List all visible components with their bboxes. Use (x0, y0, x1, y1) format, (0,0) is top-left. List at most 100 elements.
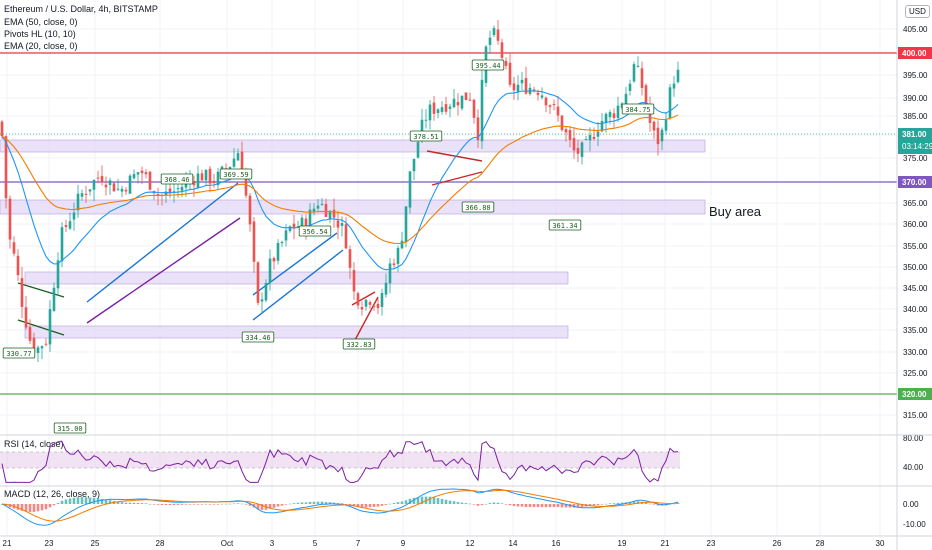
macd-histogram-bar (416, 497, 420, 504)
indicator-ema20[interactable]: EMA (20, close, 0) (4, 41, 78, 51)
macd-histogram-bar (620, 502, 624, 504)
macd-histogram-bar (228, 503, 232, 505)
macd-histogram-bar (476, 504, 480, 506)
macd-histogram-bar (388, 503, 392, 505)
candle-body (44, 343, 48, 345)
macd-histogram-bar (648, 503, 652, 505)
macd-histogram-bar (52, 504, 56, 506)
candle-body (112, 183, 116, 192)
candle-body (236, 153, 240, 161)
macd-histogram-bar (352, 504, 356, 507)
macd-histogram-bar (180, 504, 184, 505)
pivot-label: 378.51 (413, 133, 438, 141)
macd-histogram-bar (404, 500, 408, 504)
badge-400: 400.00 (902, 49, 927, 58)
macd-histogram-bar (196, 504, 200, 505)
macd-histogram-bar (432, 497, 436, 504)
candle-body (564, 129, 568, 133)
macd-histogram-bar (48, 504, 52, 508)
macd-histogram-bar (600, 504, 604, 505)
indicator-ema50[interactable]: EMA (50, close, 0) (4, 17, 78, 27)
macd-histogram-bar (348, 504, 352, 506)
macd-histogram-bar (480, 504, 484, 506)
candle-body (272, 258, 276, 262)
candle-body (208, 168, 212, 184)
macd-histogram-bar (216, 504, 220, 505)
candle-body (584, 139, 588, 141)
macd-histogram-bar (396, 502, 400, 504)
price-badges: 400.00 370.00 320.00 381.00 03:14:29 (898, 47, 932, 400)
chart-title: Ethereum / U.S. Dollar, 4h, BITSTAMP (4, 4, 158, 14)
macd-histogram-bar (528, 504, 532, 508)
candle-body (540, 95, 544, 98)
macd-histogram-bar (596, 504, 600, 506)
macd-histogram-bar (516, 504, 520, 507)
candle-body (200, 173, 204, 181)
macd-histogram-bar (400, 501, 404, 504)
macd-histogram-bar (284, 504, 288, 505)
macd-pane: MACD (12, 26, close, 9) 0.00 -10.00 (0, 488, 926, 529)
macd-histogram-bar (168, 504, 172, 506)
candle-body (376, 303, 380, 309)
price-tick-label: 395.00 (903, 71, 928, 80)
time-tick-label: 23 (707, 539, 716, 548)
macd-histogram-bar (268, 504, 272, 509)
macd-histogram-bar (328, 502, 332, 504)
macd-histogram-bar (504, 504, 508, 505)
candle-body (580, 142, 584, 157)
candle-body (416, 142, 420, 158)
pivot-label: 384.75 (625, 106, 650, 114)
macd-histogram-bar (128, 502, 132, 504)
macd-histogram-bar (508, 504, 512, 506)
macd-histogram-bar (184, 504, 188, 505)
candle-body (192, 181, 196, 186)
zone-layer: Buy area (0, 139, 762, 339)
macd-histogram-bar (496, 502, 500, 504)
macd-histogram-bar (412, 497, 416, 504)
macd-histogram-bar (460, 502, 464, 504)
macd-histogram-bar (40, 504, 44, 511)
macd-histogram-bar (552, 504, 556, 508)
macd-histogram-bar (304, 502, 308, 504)
candle-body (268, 258, 272, 283)
candle-body (60, 227, 64, 262)
price-tick-label: 375.00 (903, 154, 928, 163)
candle-body (472, 99, 476, 118)
candle-body (604, 113, 608, 124)
candle-body (16, 255, 20, 276)
candle-body (508, 62, 512, 85)
candle-body (20, 277, 24, 307)
candle-body (548, 105, 552, 107)
candle-body (460, 95, 464, 109)
candle-body (104, 184, 108, 188)
candle-body (40, 346, 44, 349)
macd-histogram-bar (156, 504, 160, 505)
macd-histogram-bar (324, 502, 328, 504)
pivot-label: 315.00 (57, 425, 82, 433)
macd-histogram-bar (652, 504, 656, 505)
candle-body (496, 29, 500, 41)
price-tick-label: 345.00 (903, 284, 928, 293)
candle-body (576, 148, 580, 154)
pivot-box (2, 347, 36, 359)
macd-histogram-bar (532, 504, 536, 508)
candle-body (288, 226, 292, 232)
current-price-badge-bg (898, 128, 932, 154)
macd-histogram-bar (200, 504, 204, 505)
macd-histogram-bar (340, 503, 344, 504)
currency-button[interactable]: USD (905, 5, 930, 18)
time-tick-label: 30 (876, 539, 885, 548)
pivot-labels: 330.77 315.00 368.46 369.59 334.46 356.54 332.… (2, 59, 655, 434)
pivot-box (298, 225, 332, 237)
candle-body (148, 171, 152, 190)
candle-body (516, 84, 520, 92)
macd-histogram-bar (312, 501, 316, 504)
macd-histogram-bar (300, 502, 304, 504)
candle-body (320, 203, 324, 205)
macd-histogram-bar (72, 497, 76, 504)
candle-body (364, 299, 368, 307)
rsi-band (0, 452, 680, 468)
indicator-pivots[interactable]: Pivots HL (10, 10) (4, 29, 76, 39)
grid-lines (0, 0, 897, 536)
